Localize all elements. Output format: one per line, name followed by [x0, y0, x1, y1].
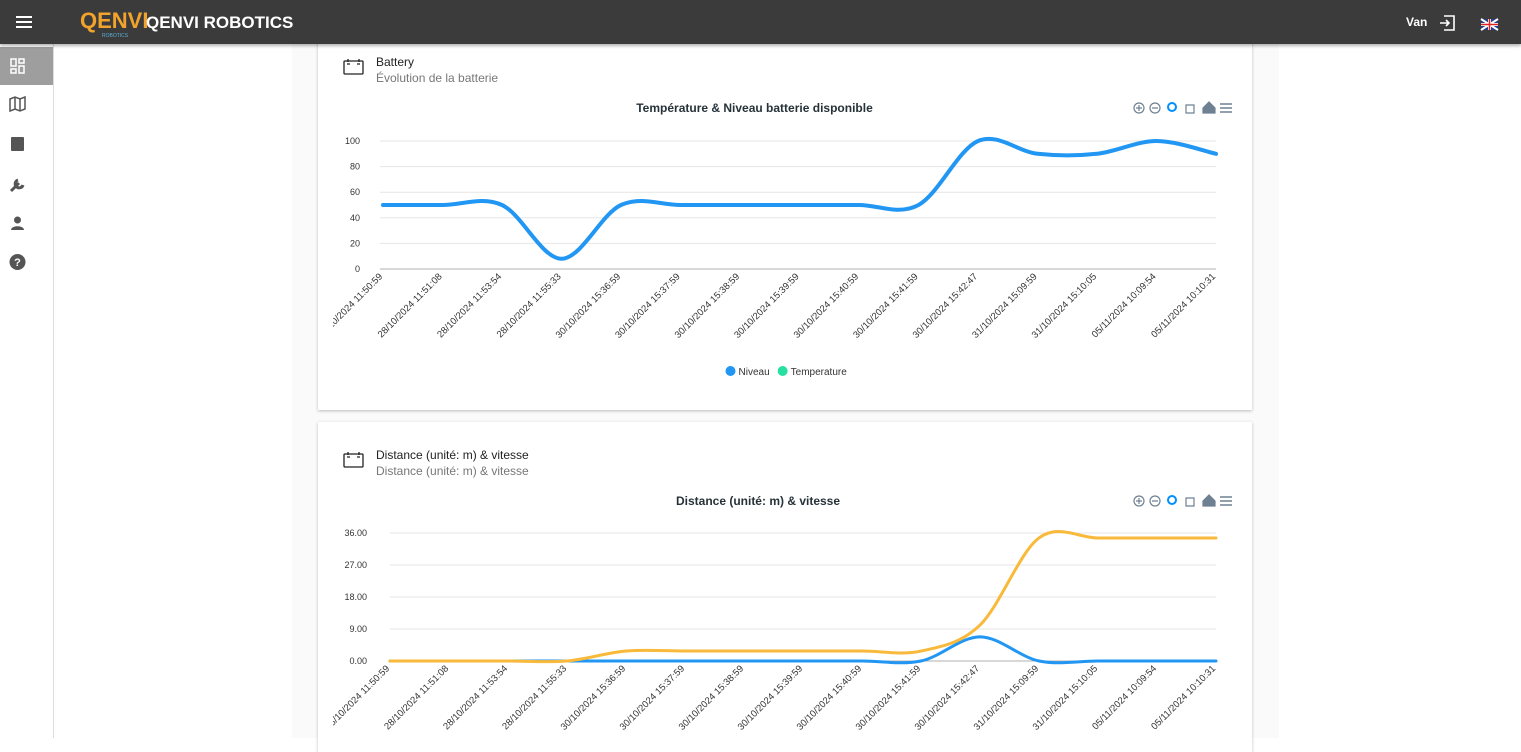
app-title: QENVI ROBOTICS [146, 13, 293, 32]
x-tick-label: 30/10/2024 15:39:59 [732, 271, 801, 340]
x-tick-label: 30/10/2024 15:39:59 [736, 663, 805, 732]
x-tick-label: 31/10/2024 15:10:05 [1030, 271, 1099, 340]
x-tick-label: 30/10/2024 15:36:59 [554, 271, 623, 340]
menu [1220, 103, 1232, 113]
series-line [381, 136, 1218, 261]
sidebar-icons: ? [0, 47, 53, 270]
x-tick-label: 28/10/2024 11:51:08 [382, 663, 451, 732]
x-tick-label: 28/10/2024 11:55:33 [495, 271, 564, 340]
y-tick-label: 20 [350, 238, 360, 248]
x-tick-label: 28/10/2024 11:51:08 [376, 271, 445, 340]
series-line [388, 530, 1218, 664]
legend-label: Temperature [791, 367, 848, 378]
x-tick-label: 28/10/2024 11:53:54 [435, 271, 504, 340]
x-tick-label: 31/10/2024 15:09:59 [970, 271, 1039, 340]
zoom-select [1167, 495, 1177, 505]
toolbar-signs [1136, 105, 1158, 111]
svg-text:?: ? [14, 257, 21, 269]
x-tick-label: 30/10/2024 15:41:59 [854, 663, 923, 732]
x-tick-label: 28/10/2024 11:53:54 [441, 663, 510, 732]
logout-icon[interactable] [1440, 15, 1455, 31]
x-tick-label: 05/11/2024 10:10:31 [1149, 663, 1218, 732]
zoom-in[interactable] [1133, 495, 1145, 507]
user-name[interactable]: Van [1406, 15, 1427, 29]
chart-toolbar [1133, 494, 1232, 507]
card-subtitle: Distance (unité: m) & vitesse [376, 464, 529, 478]
y-tick-label: 0.00 [349, 656, 367, 666]
card-subtitle: Évolution de la batterie [376, 71, 499, 85]
legend-marker [777, 366, 788, 376]
x-tick-label: 30/10/2024 15:38:59 [677, 663, 746, 732]
x-tick-label: 28/10/2024 11:50:59 [316, 271, 385, 340]
y-tick-label: 27.00 [344, 560, 367, 570]
x-tick-label: 30/10/2024 15:41:59 [851, 271, 920, 340]
nav-user[interactable] [11, 216, 24, 231]
toolbar-signs [1136, 498, 1158, 504]
zoom-select [1167, 102, 1177, 112]
y-tick-label: 18.00 [344, 592, 367, 602]
x-tick-label: 05/11/2024 10:10:31 [1149, 271, 1218, 340]
x-tick-label: 30/10/2024 15:37:59 [618, 663, 687, 732]
x-tick-label: 30/10/2024 15:38:59 [673, 271, 742, 340]
menu [1220, 496, 1232, 506]
x-tick-label: 30/10/2024 15:42:47 [911, 271, 980, 340]
chart-toolbar [1133, 101, 1232, 114]
language-flag[interactable] [1480, 18, 1499, 31]
x-tick-label: 30/10/2024 15:42:47 [913, 663, 982, 732]
y-tick-label: 9.00 [349, 624, 367, 634]
nav-dashboard[interactable] [0, 47, 53, 85]
y-tick-label: 60 [350, 187, 360, 197]
legend-marker [725, 366, 736, 376]
sidebar: ? [0, 44, 54, 738]
x-tick-label: 30/10/2024 15:40:59 [795, 663, 864, 732]
logo: QENVI [80, 8, 148, 33]
chart-title: Distance (unité: m) & vitesse [676, 494, 840, 508]
x-tick-label: 05/11/2024 10:09:54 [1090, 663, 1159, 732]
x-tick-label: 31/10/2024 15:10:05 [1031, 663, 1100, 732]
x-tick-label: 28/10/2024 11:55:33 [500, 663, 569, 732]
battery-card [318, 30, 1252, 410]
y-tick-label: 40 [350, 213, 360, 223]
nav-map[interactable] [9, 95, 26, 113]
x-tick-label: 30/10/2024 15:37:59 [613, 271, 682, 340]
reset [1202, 101, 1216, 114]
zoom-out[interactable] [1149, 102, 1161, 114]
reset [1202, 494, 1216, 507]
nav-help[interactable]: ? [9, 254, 26, 270]
app-bar: QENVI ROBOTICS QENVI ROBOTICS Van [0, 0, 1521, 44]
nav-maintenance[interactable] [9, 178, 25, 193]
x-tick-label: 30/10/2024 15:40:59 [792, 271, 861, 340]
x-tick-label: 28/10/2024 11:50:59 [323, 663, 392, 732]
pan [1185, 497, 1195, 507]
logo-sub: ROBOTICS [102, 33, 129, 39]
x-tick-label: 30/10/2024 15:36:59 [559, 663, 628, 732]
y-tick-label: 0 [355, 264, 360, 274]
y-tick-label: 80 [350, 162, 360, 172]
x-tick-label: 31/10/2024 15:09:59 [972, 663, 1041, 732]
card-icons [343, 59, 364, 468]
zoom-in[interactable] [1133, 102, 1145, 114]
y-tick-label: 36.00 [344, 528, 367, 538]
nav-reports[interactable] [11, 137, 24, 151]
distance-card [318, 422, 1252, 752]
pan [1185, 104, 1195, 114]
zoom-out[interactable] [1149, 495, 1161, 507]
menu-button[interactable] [16, 16, 32, 28]
x-tick-label: 05/11/2024 10:09:54 [1090, 271, 1159, 340]
card-title: Distance (unité: m) & vitesse [376, 448, 529, 462]
chart-title: Température & Niveau batterie disponible [636, 101, 873, 115]
legend-label: Niveau [739, 367, 770, 378]
card-title: Battery [376, 55, 415, 69]
app-bar-graphics: QENVI ROBOTICS QENVI ROBOTICS Van [16, 8, 1499, 39]
y-tick-label: 100 [345, 136, 360, 146]
